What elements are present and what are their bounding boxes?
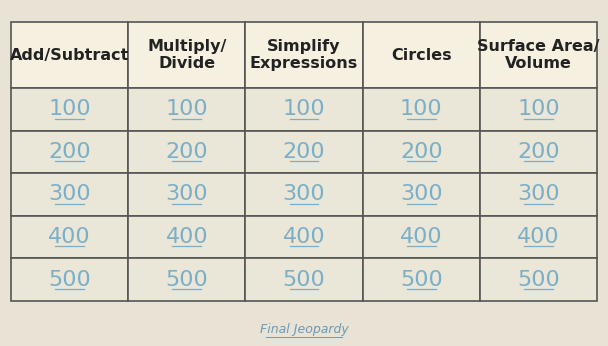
Bar (246, 258, 362, 301)
Text: 100: 100 (283, 99, 325, 119)
Text: 200: 200 (48, 142, 91, 162)
Bar (11, 173, 128, 216)
Bar (11, 22, 128, 88)
Text: Simplify
Expressions: Simplify Expressions (250, 39, 358, 71)
Bar (362, 258, 480, 301)
Bar (362, 130, 480, 173)
Text: 400: 400 (517, 227, 560, 247)
Text: 500: 500 (165, 270, 208, 290)
Text: Surface Area/
Volume: Surface Area/ Volume (477, 39, 599, 71)
Text: 300: 300 (283, 184, 325, 204)
Text: 300: 300 (400, 184, 443, 204)
Text: 100: 100 (400, 99, 443, 119)
Text: 300: 300 (517, 184, 560, 204)
Bar (480, 130, 597, 173)
Bar (480, 88, 597, 130)
Bar (11, 88, 128, 130)
Text: 200: 200 (517, 142, 560, 162)
Bar (11, 258, 128, 301)
Bar (128, 88, 246, 130)
Bar (362, 216, 480, 258)
Text: 500: 500 (48, 270, 91, 290)
Bar (480, 258, 597, 301)
Text: 200: 200 (283, 142, 325, 162)
Bar (128, 130, 246, 173)
Bar (246, 216, 362, 258)
Text: 400: 400 (48, 227, 91, 247)
Text: 100: 100 (165, 99, 208, 119)
Bar (246, 88, 362, 130)
Text: 200: 200 (400, 142, 443, 162)
Bar (246, 130, 362, 173)
Bar (11, 130, 128, 173)
Text: 300: 300 (165, 184, 208, 204)
Text: 500: 500 (400, 270, 443, 290)
Text: Circles: Circles (391, 48, 452, 63)
Bar (480, 22, 597, 88)
Bar (480, 173, 597, 216)
Text: 200: 200 (165, 142, 208, 162)
Bar (246, 22, 362, 88)
Text: 400: 400 (165, 227, 208, 247)
Bar (128, 22, 246, 88)
Bar (362, 22, 480, 88)
Text: Add/Subtract: Add/Subtract (10, 48, 130, 63)
Bar (128, 173, 246, 216)
Bar (362, 88, 480, 130)
Text: 100: 100 (517, 99, 560, 119)
Text: 400: 400 (283, 227, 325, 247)
Text: Multiply/
Divide: Multiply/ Divide (147, 39, 226, 71)
Text: 500: 500 (517, 270, 560, 290)
Bar (246, 173, 362, 216)
Text: 100: 100 (48, 99, 91, 119)
Bar (362, 173, 480, 216)
Bar (11, 216, 128, 258)
Bar (480, 216, 597, 258)
Text: 300: 300 (48, 184, 91, 204)
Bar (128, 258, 246, 301)
Text: Final Jeopardy: Final Jeopardy (260, 323, 348, 336)
Text: 500: 500 (283, 270, 325, 290)
Bar (128, 216, 246, 258)
Text: 400: 400 (400, 227, 443, 247)
